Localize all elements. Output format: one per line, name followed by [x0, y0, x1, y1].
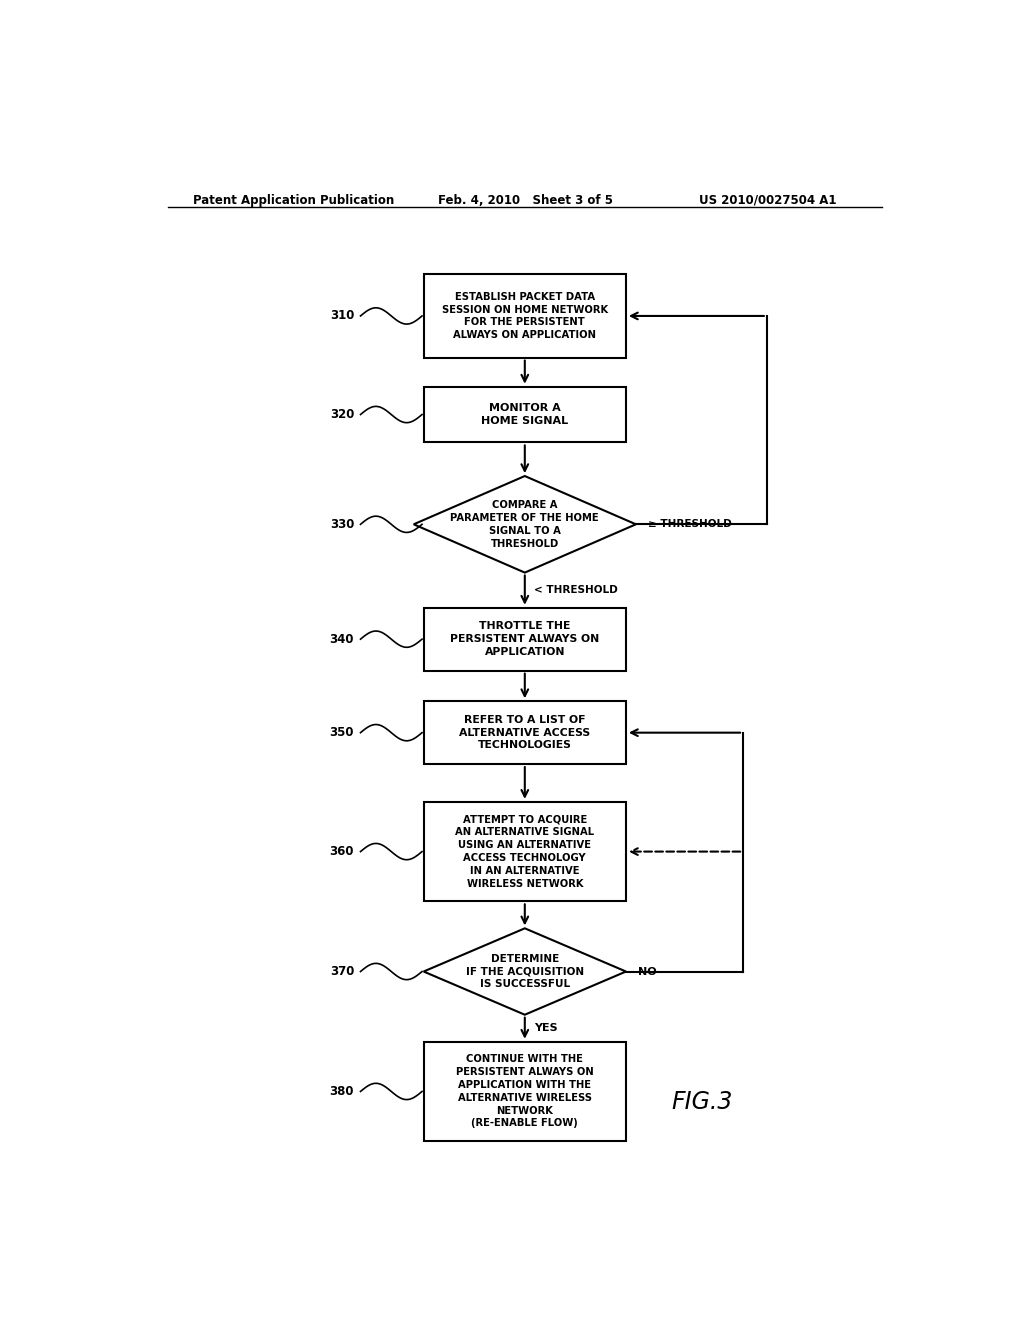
Text: YES: YES: [535, 1023, 558, 1034]
Text: 360: 360: [330, 845, 354, 858]
Text: CONTINUE WITH THE
PERSISTENT ALWAYS ON
APPLICATION WITH THE
ALTERNATIVE WIRELESS: CONTINUE WITH THE PERSISTENT ALWAYS ON A…: [456, 1055, 594, 1129]
Text: 310: 310: [330, 309, 354, 322]
Text: DETERMINE
IF THE ACQUISITION
IS SUCCESSFUL: DETERMINE IF THE ACQUISITION IS SUCCESSF…: [466, 954, 584, 989]
Text: 350: 350: [330, 726, 354, 739]
Text: MONITOR A
HOME SIGNAL: MONITOR A HOME SIGNAL: [481, 403, 568, 426]
Text: US 2010/0027504 A1: US 2010/0027504 A1: [699, 194, 837, 207]
Bar: [424, 1041, 626, 1142]
Text: FIG.3: FIG.3: [672, 1089, 733, 1114]
Text: 320: 320: [330, 408, 354, 421]
Text: THROTTLE THE
PERSISTENT ALWAYS ON
APPLICATION: THROTTLE THE PERSISTENT ALWAYS ON APPLIC…: [451, 622, 599, 657]
Bar: [424, 607, 626, 671]
Text: Patent Application Publication: Patent Application Publication: [194, 194, 394, 207]
Text: COMPARE A
PARAMETER OF THE HOME
SIGNAL TO A
THRESHOLD: COMPARE A PARAMETER OF THE HOME SIGNAL T…: [451, 500, 599, 549]
Text: 330: 330: [330, 517, 354, 531]
Bar: [424, 275, 626, 358]
Text: NO: NO: [638, 966, 656, 977]
Text: Feb. 4, 2010   Sheet 3 of 5: Feb. 4, 2010 Sheet 3 of 5: [437, 194, 612, 207]
Text: < THRESHOLD: < THRESHOLD: [535, 585, 618, 595]
Text: ESTABLISH PACKET DATA
SESSION ON HOME NETWORK
FOR THE PERSISTENT
ALWAYS ON APPLI: ESTABLISH PACKET DATA SESSION ON HOME NE…: [441, 292, 608, 341]
Polygon shape: [414, 477, 636, 573]
Bar: [424, 701, 626, 764]
Text: ≥ THRESHOLD: ≥ THRESHOLD: [648, 519, 731, 529]
Text: 340: 340: [330, 632, 354, 645]
Polygon shape: [424, 928, 626, 1015]
Text: REFER TO A LIST OF
ALTERNATIVE ACCESS
TECHNOLOGIES: REFER TO A LIST OF ALTERNATIVE ACCESS TE…: [459, 715, 591, 751]
Bar: [424, 387, 626, 442]
Bar: [424, 801, 626, 902]
Text: 370: 370: [330, 965, 354, 978]
Text: ATTEMPT TO ACQUIRE
AN ALTERNATIVE SIGNAL
USING AN ALTERNATIVE
ACCESS TECHNOLOGY
: ATTEMPT TO ACQUIRE AN ALTERNATIVE SIGNAL…: [456, 814, 594, 888]
Text: 380: 380: [330, 1085, 354, 1098]
